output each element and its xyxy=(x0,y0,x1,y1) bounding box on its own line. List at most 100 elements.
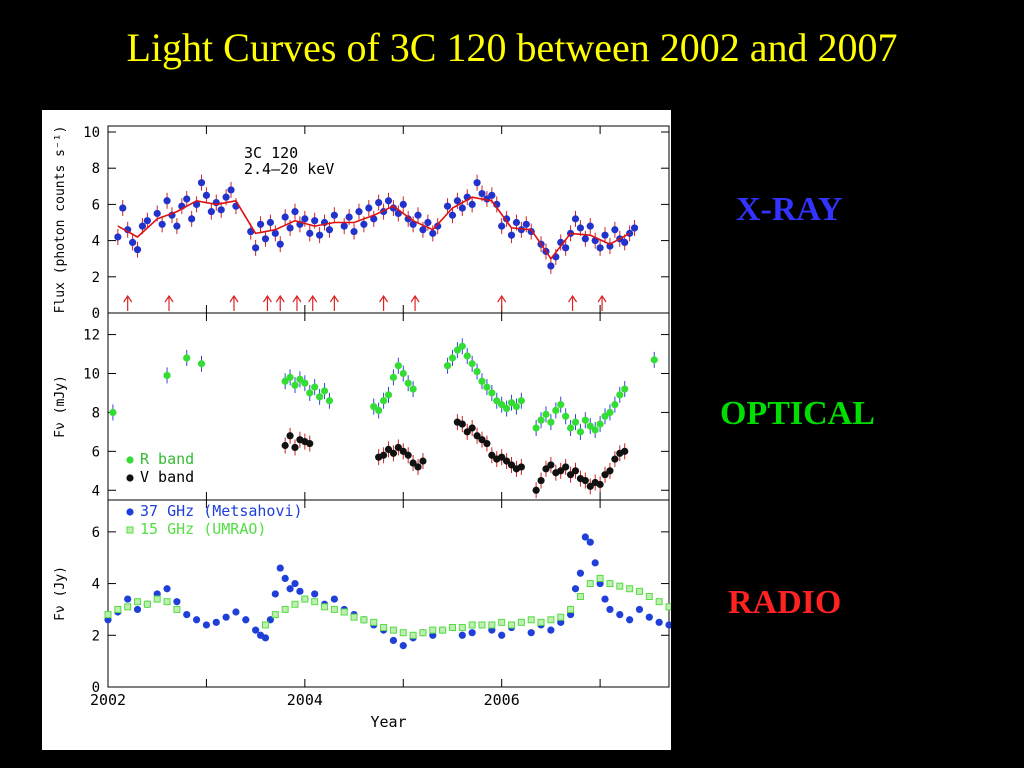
flare-arrow-head xyxy=(262,294,272,303)
data-point-radio-1 xyxy=(114,605,122,613)
slide-title: Light Curves of 3C 120 between 2002 and … xyxy=(126,25,898,70)
data-point-radio-1 xyxy=(143,600,151,608)
xray-label: X-RAY xyxy=(736,191,843,228)
data-point-optical-0 xyxy=(562,412,570,420)
data-point-optical-1 xyxy=(611,455,619,463)
data-point-xray-0 xyxy=(478,189,486,198)
data-point-xray-0 xyxy=(197,179,206,187)
data-point-radio-1 xyxy=(291,600,299,608)
data-point-xray-0 xyxy=(355,208,363,216)
data-point-xray-0 xyxy=(601,231,609,239)
data-point-radio-1 xyxy=(321,603,329,611)
data-point-radio-1 xyxy=(104,611,112,619)
data-point-radio-0 xyxy=(242,616,250,624)
data-point-radio-1 xyxy=(340,608,348,616)
data-point-optical-1 xyxy=(399,447,407,455)
data-point-xray-0 xyxy=(458,204,466,212)
data-point-xray-0 xyxy=(133,246,142,254)
data-point-xray-0 xyxy=(350,227,358,236)
data-point-radio-1 xyxy=(429,626,437,634)
data-point-radio-0 xyxy=(606,605,614,614)
data-point-optical-1 xyxy=(281,441,289,450)
data-point-xray-0 xyxy=(202,191,211,199)
data-point-radio-0 xyxy=(271,590,279,598)
data-point-optical-1 xyxy=(498,453,506,461)
data-point-radio-0 xyxy=(133,605,142,614)
data-point-radio-0 xyxy=(576,569,585,577)
data-point-optical-1 xyxy=(566,471,575,479)
ytick-label-xray: 10 xyxy=(83,125,100,141)
data-point-optical-0 xyxy=(291,381,299,389)
data-point-xray-0 xyxy=(586,222,594,230)
data-point-optical-0 xyxy=(404,379,412,387)
data-point-optical-0 xyxy=(532,424,540,432)
flare-arrow-head xyxy=(275,294,285,303)
data-point-xray-0 xyxy=(429,229,437,237)
data-point-radio-1 xyxy=(537,618,545,626)
ylabel-optical: Fν (mJy) xyxy=(53,375,68,438)
data-point-optical-0 xyxy=(109,408,117,417)
ytick-label-optical: 6 xyxy=(92,444,100,460)
data-point-xray-0 xyxy=(414,211,422,219)
data-point-radio-0 xyxy=(212,618,220,626)
data-point-xray-0 xyxy=(217,206,225,214)
data-point-radio-0 xyxy=(468,629,476,637)
data-point-xray-0 xyxy=(576,224,585,232)
panel-frame-radio xyxy=(107,499,670,688)
ytick-label-radio: 0 xyxy=(92,680,100,696)
data-point-radio-1 xyxy=(419,629,427,637)
data-point-xray-0 xyxy=(611,226,619,234)
data-point-radio-1 xyxy=(380,624,388,632)
data-point-xray-0 xyxy=(119,204,127,212)
xray-source-label: 3C 120 xyxy=(244,144,298,162)
data-point-xray-0 xyxy=(222,193,230,201)
xray-energy-label: 2.4–20 keV xyxy=(244,160,334,178)
data-point-xray-0 xyxy=(143,217,151,225)
data-point-xray-0 xyxy=(158,220,166,228)
data-point-radio-0 xyxy=(232,608,240,616)
data-point-xray-0 xyxy=(621,238,629,247)
data-point-optical-0 xyxy=(512,402,521,411)
data-point-optical-1 xyxy=(478,436,486,444)
data-point-optical-0 xyxy=(379,397,388,405)
data-point-xray-0 xyxy=(129,238,137,247)
data-point-radio-0 xyxy=(586,538,594,546)
data-point-optical-0 xyxy=(375,406,383,415)
data-point-optical-0 xyxy=(286,373,294,381)
legend-label-radio-1: 15 GHz (UMRAO) xyxy=(140,520,266,538)
data-point-optical-0 xyxy=(498,401,506,409)
data-point-radio-0 xyxy=(527,629,535,637)
flare-arrow-head xyxy=(123,294,133,303)
data-point-optical-1 xyxy=(379,451,388,459)
data-point-xray-0 xyxy=(424,218,432,227)
legend-label-radio-0: 37 GHz (Metsahovi) xyxy=(140,502,303,520)
data-point-xray-0 xyxy=(207,208,215,216)
data-point-xray-0 xyxy=(306,229,314,237)
data-point-optical-0 xyxy=(566,424,575,432)
light-curves-figure: 0 2 4 6 8 10 Flux (photon counts s⁻¹) 3C 120 2.4… xyxy=(42,110,671,750)
data-point-radio-1 xyxy=(606,580,614,588)
data-point-xray-0 xyxy=(571,215,580,223)
data-point-xray-0 xyxy=(286,224,294,232)
flare-arrow-head xyxy=(164,294,174,303)
legend-label-1: V band xyxy=(140,468,194,486)
data-point-radio-1 xyxy=(370,618,378,626)
ytick-label-xray: 2 xyxy=(92,270,100,286)
data-point-xray-0 xyxy=(404,215,412,223)
data-point-optical-0 xyxy=(453,346,461,354)
data-point-optical-0 xyxy=(478,377,486,385)
data-point-optical-0 xyxy=(503,404,511,413)
data-point-optical-1 xyxy=(547,461,555,469)
data-point-radio-1 xyxy=(498,618,506,626)
data-point-radio-1 xyxy=(439,626,447,634)
flare-arrow-head xyxy=(229,294,239,303)
ytick-label-optical: 12 xyxy=(83,328,100,344)
data-point-optical-1 xyxy=(389,449,398,457)
data-point-radio-0 xyxy=(581,533,589,541)
data-point-optical-1 xyxy=(606,467,614,475)
xtick-label: 2002 xyxy=(90,691,126,709)
data-point-optical-0 xyxy=(507,399,516,407)
data-point-radio-1 xyxy=(517,618,525,626)
data-point-radio-0 xyxy=(192,616,201,624)
data-point-optical-1 xyxy=(409,459,417,467)
